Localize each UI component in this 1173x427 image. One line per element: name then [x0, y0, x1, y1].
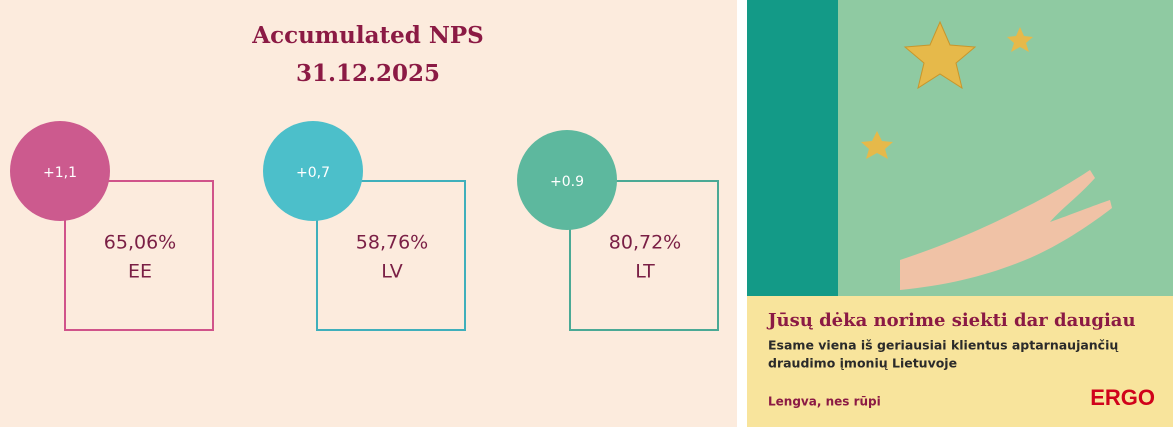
country: LT	[635, 261, 655, 283]
country: LV	[381, 261, 403, 283]
change: +1,1	[43, 165, 77, 181]
change: +0,7	[296, 165, 330, 181]
ad-slogan: Lengva, nes rūpi	[768, 395, 881, 409]
ad-brand: ERGO	[1090, 385, 1155, 410]
date: 31.12.2025	[296, 60, 440, 87]
value: 65,06%	[104, 232, 176, 254]
change: +0.9	[550, 174, 584, 190]
ad-body: Esame viena iš geriausiai klientus aptar…	[768, 338, 1118, 353]
value: 80,72%	[609, 232, 681, 254]
ad-body: draudimo įmonių Lietuvoje	[768, 356, 957, 371]
country: EE	[128, 261, 152, 283]
page: Accumulated NPS 31.12.2025 +1,1 65,06% E…	[0, 0, 1173, 427]
title: Accumulated NPS	[251, 22, 484, 49]
ad-headline: Jūsų dėka norime siekti dar daugiau	[766, 310, 1136, 331]
ad-banner[interactable]: Jūsų dėka norime siekti dar daugiau Esam…	[747, 0, 1173, 427]
value: 58,76%	[356, 232, 428, 254]
ad-strip	[747, 0, 838, 296]
